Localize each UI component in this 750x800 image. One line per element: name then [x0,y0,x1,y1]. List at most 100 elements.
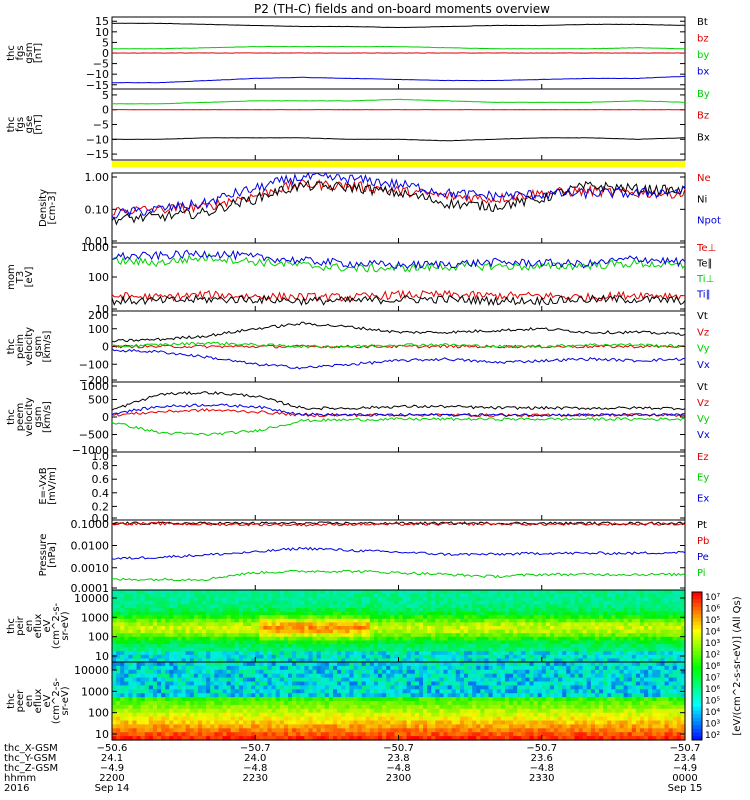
spectrogram-cell [476,720,481,725]
spectrogram-cell [439,697,445,702]
spectrogram-cell [476,689,481,694]
spectrogram-cell [132,644,138,649]
spectrogram-cell [279,716,285,722]
spectrogram-cell [349,720,355,725]
spectrogram-cell [431,662,436,667]
spectrogram-cell [210,708,215,714]
spectrogram-cell [488,716,494,722]
y-axis-label-fgs_gsm: [nT] [33,43,44,63]
spectrogram-cell [353,622,359,627]
spectrogram-cell [517,651,522,656]
spectrogram-cell [615,626,621,631]
spectrogram-cell [386,608,391,613]
spectrogram-cell [504,716,510,722]
spectrogram-cell [439,651,445,656]
spectrogram-cell [635,611,641,616]
spectrogram-cell [537,633,543,638]
spectrogram-cell [492,736,498,741]
spectrogram-cell [328,615,334,620]
spectrogram-cell [287,600,293,605]
spectrogram-cell [308,732,314,737]
spectrogram-cell [197,662,203,667]
spectrogram-cell [414,618,420,623]
spectrogram-cell [304,685,310,690]
spectrogram-cell [337,693,342,698]
spectrogram-cell [181,615,187,620]
y-tick-label: 0 [102,411,109,424]
series-line-Vy [111,417,686,436]
spectrogram-cell [447,611,453,616]
spectrogram-cell [316,697,322,702]
spectrogram-cell [529,600,535,605]
spectrogram-cell [500,704,506,710]
spectrogram-cell [226,693,232,698]
spectrogram-cell [488,658,494,663]
spectrogram-cell [418,681,424,686]
spectrogram-cell [324,644,330,649]
spectrogram-cell [476,633,481,638]
spectrogram-cell [410,693,416,698]
spectrogram-cell [320,736,326,741]
spectrogram-cell [459,716,465,722]
y-tick-label: 1000 [81,241,109,254]
spectrogram-cell [279,720,285,725]
spectrogram-cell [193,604,199,609]
spectrogram-cell [660,626,666,631]
spectrogram-cell [644,590,649,595]
spectrogram-cell [165,622,170,627]
spectrogram-cell [410,590,416,595]
spectrogram-cell [439,622,445,627]
spectrogram-cell [439,600,445,605]
spectrogram-cell [635,658,641,663]
spectrogram-cell [382,647,387,652]
spectrogram-cell [214,736,220,741]
spectrogram-cell [476,647,481,652]
spectrogram-cell [275,720,281,725]
spectrogram-cell [242,608,248,613]
spectrogram-cell [394,658,400,663]
spectrogram-cell [488,720,494,725]
spectrogram-cell [423,712,428,718]
spectrogram-cell [300,615,305,620]
spectrogram-cell [226,644,232,649]
spectrogram-cell [451,658,457,663]
spectrogram-cell [652,633,657,638]
spectrogram-cell [451,615,457,620]
spectrogram-cell [451,618,457,623]
spectrogram-cell [197,640,203,645]
spectrogram-cell [218,681,224,686]
spectrogram-cell [210,597,215,602]
spectrogram-cell [230,712,236,718]
spectrogram-cell [292,720,297,725]
spectrogram-cell [439,618,445,623]
spectrogram-cell [373,644,379,649]
spectrogram-cell [607,600,612,605]
spectrogram-cell [312,611,318,616]
spectrogram-cell [484,636,490,641]
spectrogram-cell [173,615,179,620]
spectrogram-cell [459,712,465,718]
spectrogram-cell [247,636,252,641]
spectrogram-cell [459,597,465,602]
spectrogram-cell [320,681,326,686]
spectrogram-cell [672,636,678,641]
spectrogram-cell [451,701,457,706]
spectrogram-cell [255,636,260,641]
spectrogram-cell [476,669,481,675]
spectrogram-cell [251,597,256,602]
spectrogram-cell [418,704,424,710]
spectrogram-cell [328,669,334,675]
spectrogram-cell [271,651,277,656]
spectrogram-cell [676,636,682,641]
spectrogram-cell [222,590,228,595]
spectrogram-cell [590,597,596,602]
spectrogram-cell [304,618,310,623]
spectrogram-cell [451,673,457,679]
spectrogram-cell [476,693,481,698]
spectrogram-cell [226,647,232,652]
spectrogram-cell [488,732,494,737]
spectrogram-cell [283,597,289,602]
spectrogram-cell [648,658,653,663]
spectrogram-cell [152,597,158,602]
spectrogram-cell [533,626,539,631]
